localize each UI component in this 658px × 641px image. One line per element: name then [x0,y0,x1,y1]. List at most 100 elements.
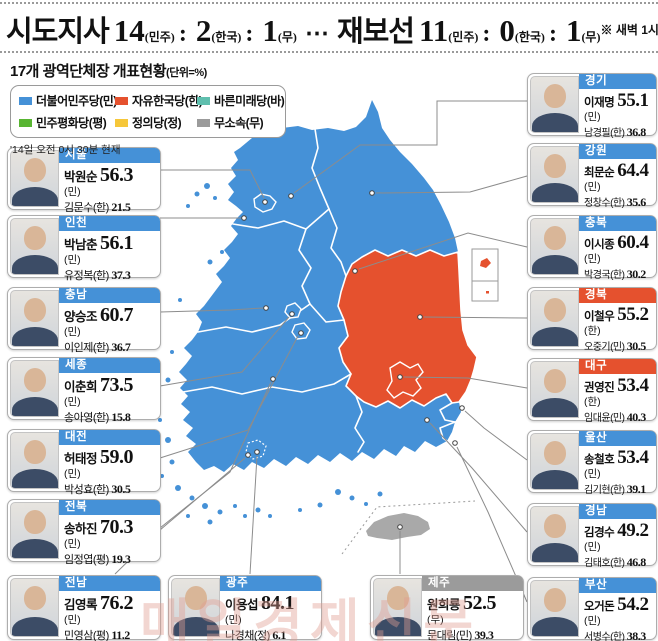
legend-item: 정의당(정) [115,114,197,131]
winner-name: 권영진 [584,382,615,394]
winner-name: 김영록 [64,598,98,612]
winner-name: 이시종 [584,239,615,251]
region-card-gyeonggi: 경기 이재명 55.1 (민) 남경필(한) 36.8 [527,73,657,139]
winner-party: (민) [64,396,81,408]
winner-party: (한) [584,325,601,337]
winner-party: (민) [584,468,601,480]
winner-party: (민) [64,538,81,550]
winner-party: (민) [584,615,601,627]
winner-party: (무) [427,614,444,626]
region-name: 대전 [59,430,160,445]
region-name: 충남 [59,288,160,303]
region-name: 서울 [59,148,160,163]
winner-pct: 55.2 [617,304,649,325]
candidate-photo [10,502,59,559]
headline-sido-label: 시도지사 [6,16,110,48]
winner-party: (민) [64,468,81,480]
winner-name: 원희룡 [427,598,461,612]
region-name: 전남 [59,576,160,591]
winner-pct: 59.0 [100,446,134,468]
legend-box: 더불어민주당(민) 자유한국당(한) 바른미래당(바) 민주평화당(평) 정의당… [10,85,286,138]
region-card-chungnam: 충남 양승조 60.7 (민) 이인제(한) 36.7 [7,287,161,354]
legend-item: 자유한국당(한) [115,92,203,109]
map-region-gyeongbuk [337,249,478,409]
winner-name: 오거돈 [584,601,615,613]
tally-value: 1 [565,13,582,48]
winner-pct: 60.7 [100,304,134,326]
winner-party: (민) [584,111,601,123]
runner-up: 정창수(한) 35.6 [584,195,646,209]
candidate-photo [530,580,579,637]
winner-pct: 60.4 [617,232,649,253]
party-swatch-jeongui [115,118,128,127]
region-card-busan: 부산 오거돈 54.2 (민) 서병수(한) 38.3 [527,577,657,641]
callout-anchors [241,190,465,530]
headline: 시도지사 14 (민주) : 2 (한국) : 1 (무) ⋯ 재보선 11 (… [6,8,658,50]
party-swatch-hanguk [115,96,128,105]
runner-up: 남경필(한) 36.8 [584,125,646,139]
winner-party: (민) [64,326,81,338]
region-card-jeonbuk: 전북 송하진 70.3 (민) 임정엽(평) 19.3 [7,499,161,566]
region-name: 강원 [579,144,656,159]
region-name: 대구 [579,359,656,374]
winner-pct: 73.5 [100,374,134,396]
region-name: 충북 [579,216,656,231]
ellipsis: ⋯ [304,21,329,47]
party-swatch-pyeonghwa [19,118,32,127]
winner-party: (민) [584,181,601,193]
region-card-gyeongnam: 경남 김경수 49.2 (민) 김태호(한) 46.8 [527,503,657,569]
winner-pct: 56.3 [100,164,134,186]
colon: : [245,21,254,47]
region-name: 제주 [422,576,523,591]
runner-up: 유정복(한) 37.3 [64,268,131,282]
candidate-photo [530,290,579,347]
winner-party: (민) [64,614,81,626]
candidate-photo [530,146,579,203]
region-card-jeonnam: 전남 김영록 76.2 (민) 민영삼(평) 11.2 [7,575,161,641]
tally-value: 0 [499,13,515,48]
winner-pct: 84.1 [261,592,295,614]
winner-pct: 76.2 [100,592,134,614]
winner-pct: 54.2 [617,594,649,615]
region-card-gangwon: 강원 최문순 64.4 (민) 정창수(한) 35.6 [527,143,657,209]
tally-party: (무) [277,30,297,44]
dotted-rule-under-header [0,51,658,53]
candidate-photo [530,361,579,418]
winner-name: 박남춘 [64,238,98,252]
region-name: 광주 [220,576,321,591]
colon: : [548,21,557,47]
candidate-photo [373,578,422,637]
winner-name: 이재명 [584,97,615,109]
winner-pct: 56.1 [100,232,134,254]
legend-item: 민주평화당(평) [19,114,115,131]
runner-up: 송아영(한) 15.8 [64,410,131,424]
winner-pct: 49.2 [617,520,649,541]
region-name: 경북 [579,288,656,303]
colon: : [178,21,187,47]
region-card-sejong: 세종 이춘희 73.5 (민) 송아영(한) 15.8 [7,357,161,424]
runner-up: 임정엽(평) 19.3 [64,552,131,566]
colon: : [482,21,491,47]
tally-party: (한국) [211,30,242,44]
region-card-gwangju: 광주 이용섭 84.1 (민) 나경채(정) 6.1 [168,575,322,641]
runner-up: 서병수(한) 38.3 [584,629,646,641]
winner-party: (민) [64,254,81,266]
runner-up: 박경국(한) 30.2 [584,267,646,281]
party-swatch-bareun [197,96,210,105]
runner-up: 오중기(민) 30.5 [584,339,646,353]
winner-name: 이용섭 [225,598,259,612]
region-name: 경기 [579,74,656,89]
winner-pct: 52.5 [463,592,497,614]
tally-value: 11 [418,13,449,48]
region-card-chungbuk: 충북 이시종 60.4 (민) 박경국(한) 30.2 [527,215,657,281]
callout-lines [114,100,528,603]
winner-name: 최문순 [584,167,615,179]
party-swatch-musosok [197,118,210,127]
region-card-gyeongbuk: 경북 이철우 55.2 (한) 오중기(민) 30.5 [527,287,657,353]
tally-value: 1 [262,13,278,48]
tally-value: 14 [113,13,145,48]
runner-up: 나경채(정) 6.1 [225,628,286,641]
winner-name: 이철우 [584,311,615,323]
winner-pct: 53.4 [617,447,649,468]
legend-item: 더불어민주당(민) [19,92,117,109]
